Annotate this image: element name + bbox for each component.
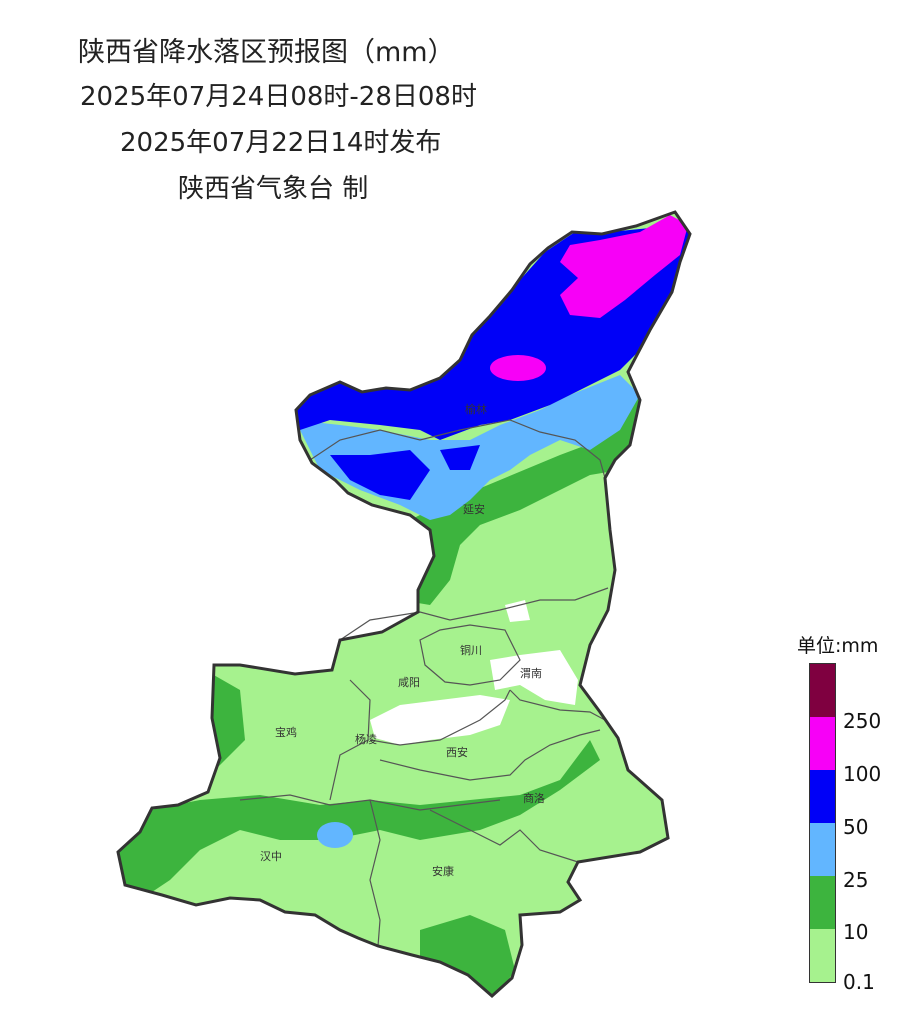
city-label-yangling: 杨凌 — [355, 732, 377, 746]
legend-label-25: 25 — [843, 868, 869, 892]
rain-zone-magenta-north — [560, 215, 688, 318]
boundary-weinan-south — [509, 689, 606, 721]
city-label-yanan: 延安 — [463, 502, 485, 516]
city-labels: 榆林 延安 铜川 渭南 咸阳 宝鸡 杨凌 西安 商洛 汉中 安康 — [260, 402, 545, 878]
boundary-xian-north — [369, 689, 511, 746]
rain-zone-lightblue-hanzhong — [317, 822, 353, 848]
city-label-tongchuan: 铜川 — [460, 643, 482, 657]
rain-zone-green-north — [400, 395, 660, 605]
city-label-hanzhong: 汉中 — [260, 850, 282, 863]
publisher: 陕西省气象台 制 — [178, 174, 369, 204]
no-rain-zone-weinan — [490, 650, 578, 705]
legend-swatch-10-25 — [810, 876, 835, 929]
city-boundaries — [239, 419, 609, 947]
legend-swatch-50-100 — [810, 770, 835, 823]
boundary-baoji-xianyang — [329, 679, 371, 801]
city-label-ankang: 安康 — [432, 864, 454, 878]
legend-swatch-over250 — [810, 664, 835, 717]
legend-label-10: 10 — [843, 920, 869, 944]
legend-swatch-0.1-10 — [810, 929, 835, 982]
rain-zone-green-southeast — [420, 915, 515, 996]
rain-zone-blue-west — [330, 450, 430, 500]
legend-swatch-100-250 — [810, 717, 835, 770]
legend-label-0.1: 0.1 — [843, 970, 875, 994]
legend-colorbar — [809, 663, 836, 983]
legend-swatch-25-50 — [810, 823, 835, 876]
valid-time-range: 2025年07月24日08时-28日08时 — [80, 82, 477, 112]
city-label-xian: 西安 — [446, 745, 468, 759]
boundary-hanzhong-ankang — [369, 799, 381, 947]
boundary-yanan-south — [339, 587, 609, 641]
city-label-baoji: 宝鸡 — [275, 725, 297, 739]
rain-zone-green-south — [118, 740, 600, 900]
boundary-ankang-shangluo — [429, 809, 579, 863]
no-rain-zone-guanzhong — [370, 695, 510, 745]
city-label-yulin: 榆林 — [465, 402, 487, 416]
rain-zone-magenta-patch — [490, 355, 546, 381]
city-label-xianyang: 咸阳 — [398, 676, 420, 689]
legend-unit: 单位:mm — [797, 635, 879, 657]
rain-zone-blue-patch — [440, 445, 480, 470]
legend-label-100: 100 — [843, 762, 882, 786]
legend-label-250: 250 — [843, 709, 882, 733]
issue-time: 2025年07月22日14时发布 — [120, 128, 442, 158]
city-label-weinan: 渭南 — [520, 667, 542, 680]
boundary-tongchuan — [419, 624, 521, 686]
boundary-yulin-yanan — [309, 419, 606, 479]
city-label-shangluo: 商洛 — [523, 791, 545, 805]
boundary-xian-shangluo — [379, 729, 601, 781]
map-title: 陕西省降水落区预报图（mm） — [78, 37, 455, 68]
legend-label-50: 50 — [843, 815, 869, 839]
no-rain-zone-patch — [505, 600, 530, 622]
